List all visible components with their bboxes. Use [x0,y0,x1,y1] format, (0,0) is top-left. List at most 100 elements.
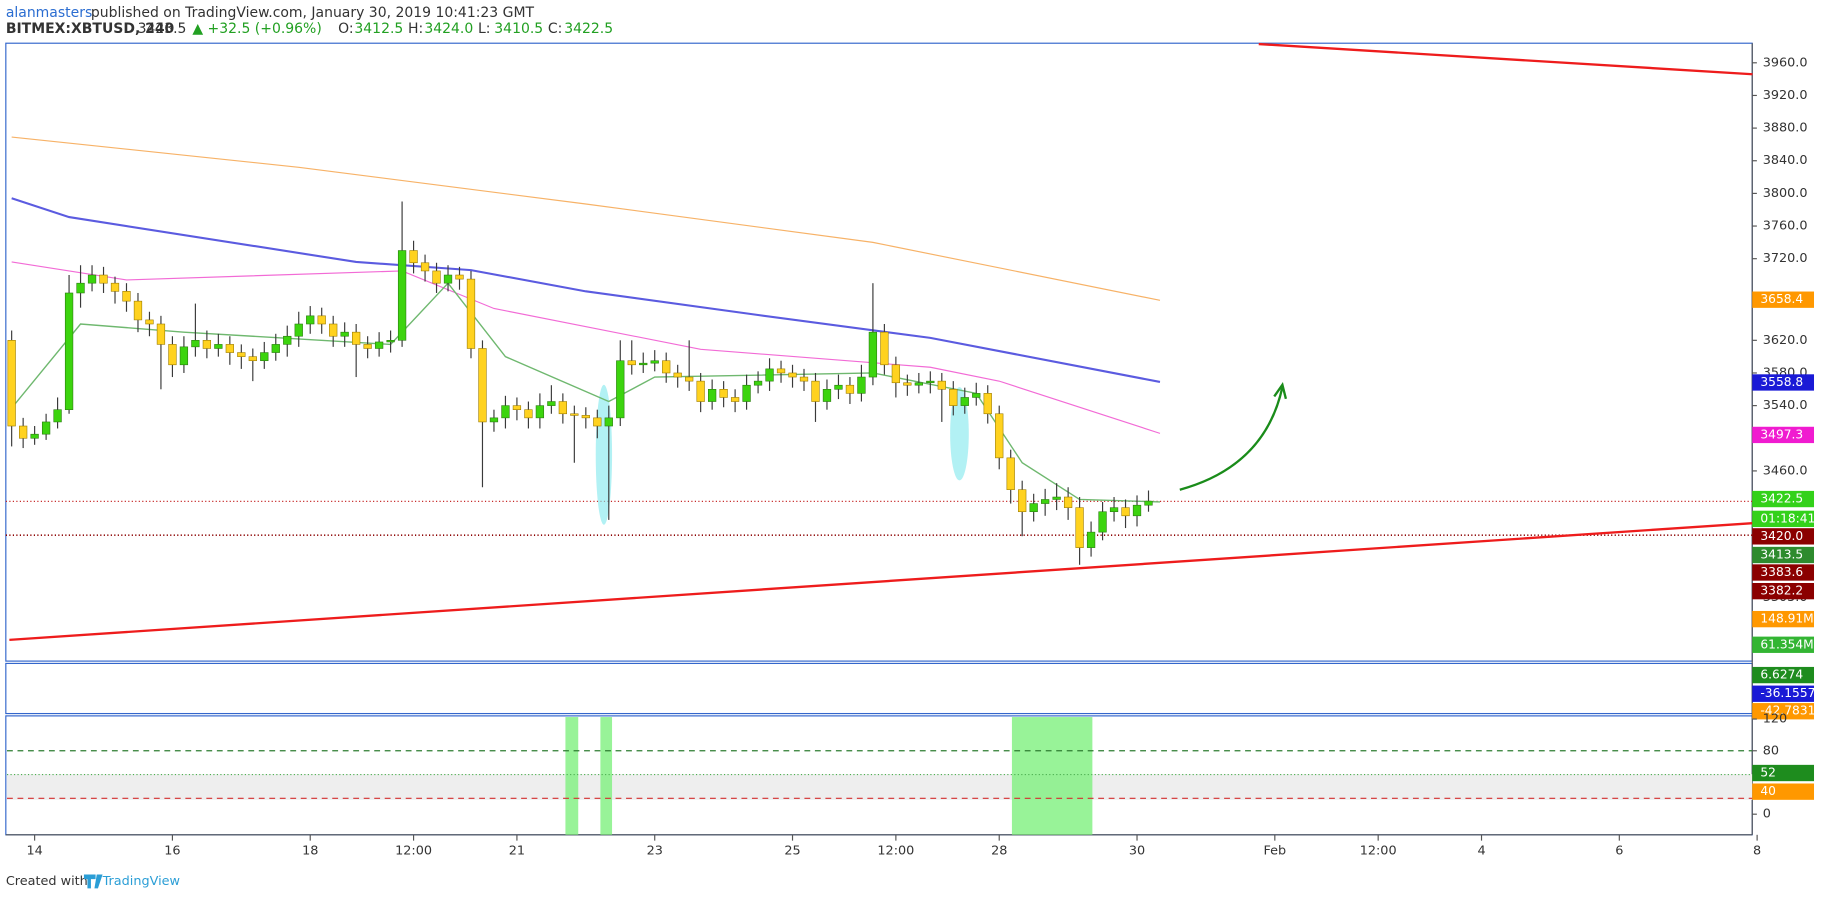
candle-body [179,346,189,366]
candle-body [283,335,292,345]
candle-body [225,344,234,353]
ohlc-value: 3424.0 [424,21,473,37]
price-tag [1752,546,1815,564]
x-tick-label: 28 [991,844,1007,859]
y-tick-label: 120 [1763,712,1787,727]
y-tick-label: 3540.0 [1763,398,1808,413]
price-tag [1752,490,1815,508]
macd-pane [5,662,1753,715]
candle-body [122,291,131,302]
price-tag-label: 3413.5 [1760,548,1803,562]
candle-body [753,380,763,386]
price-tag [1752,783,1815,800]
candle-body [983,393,992,415]
price-tag [1752,636,1815,653]
candle-body [1144,500,1153,506]
candle-body [822,389,832,402]
footer-created: Created with [6,874,88,889]
stoch-zone [1011,717,1093,835]
y-tick-label: 3720.0 [1763,251,1808,266]
price-tag-label: -36.1557 [1760,686,1815,700]
candle-body [1098,511,1107,533]
price-tag [1752,685,1815,702]
candle-body [87,274,97,284]
price-tag-label: 3497.3 [1760,427,1803,441]
candle-body [1132,504,1142,517]
candle-body [294,323,303,337]
candle-body [627,360,636,366]
candle-body [248,356,257,362]
x-tick-label: 14 [26,844,42,859]
candle-body [99,274,108,284]
author[interactable]: alanmasters [6,5,92,21]
candle-body [1075,507,1084,548]
ohlc-value: 3422.5 [564,21,613,37]
candle-body [352,331,361,345]
price-tag [1752,528,1815,545]
last-price: 3423.5 [138,21,187,37]
x-tick-label: 30 [1129,844,1145,859]
price-tag-label: 40 [1760,784,1776,798]
candle-body [880,331,889,366]
candle-body [891,364,901,384]
x-tick-label: 18 [302,844,318,859]
candle-body [363,344,372,349]
candle-body [696,380,705,402]
y-tick-label: 3880.0 [1763,121,1808,136]
x-tick-label: 23 [647,844,663,859]
price-tag-label: 6.6274 [1760,668,1803,682]
candle-body [260,352,269,362]
candle-body [455,274,464,280]
candle-body [271,344,280,353]
candle-body [512,405,522,410]
candle-body [708,389,717,402]
logo [83,874,103,889]
candle-body [478,348,487,423]
candle-body [604,417,613,427]
candle-body [1018,489,1027,513]
symbol: BITMEX:XBTUSD, 240 [6,21,175,37]
candle-body [719,389,728,398]
candle-body [432,270,441,284]
y-tick-label: 3960.0 [1763,55,1808,70]
candle-body [7,340,16,427]
stoch-zone [565,717,579,835]
candle-body [593,417,602,427]
x-tick-label: 6 [1615,844,1623,859]
line-series [1258,42,1753,76]
candle-body [765,368,774,382]
candle-body [1029,503,1038,513]
line-series [11,282,1161,503]
candle-body [616,360,625,419]
candle-body [570,413,579,416]
candle-body [374,341,384,349]
candle-body [960,397,969,406]
candle-body [799,376,809,382]
line-series [11,197,1161,383]
ohlc: O: 3412.5 H: 3424.0 L: 3410.5 C: 3422.5 [338,21,613,37]
y-tick-label: 3460.0 [1763,463,1808,478]
candle-body [1086,531,1096,548]
footer-brand[interactable]: TradingView [102,874,180,889]
x-tick-label: Feb [1263,844,1286,859]
candle-body [1109,507,1119,513]
x-tick-label: 12:00 [1360,844,1397,859]
candle-body [1041,499,1050,504]
x-tick-label: 4 [1477,844,1485,859]
candle-body [53,409,62,423]
y-tick-label: 3840.0 [1763,153,1808,168]
candle-body [397,250,407,341]
price-tag-label: 01:18:41 [1760,511,1815,525]
x-tick-label: 8 [1753,844,1761,859]
y-tick-label: 3620.0 [1763,333,1808,348]
x-tick-label: 21 [509,844,525,859]
candle-body [41,421,51,435]
y-tick-label: 0 [1763,807,1771,822]
candle-body [535,405,545,419]
candle-body [64,292,74,410]
candle-body [386,340,395,343]
candle-body [489,417,499,423]
candle-body [501,405,510,419]
candle-body [1121,507,1130,517]
